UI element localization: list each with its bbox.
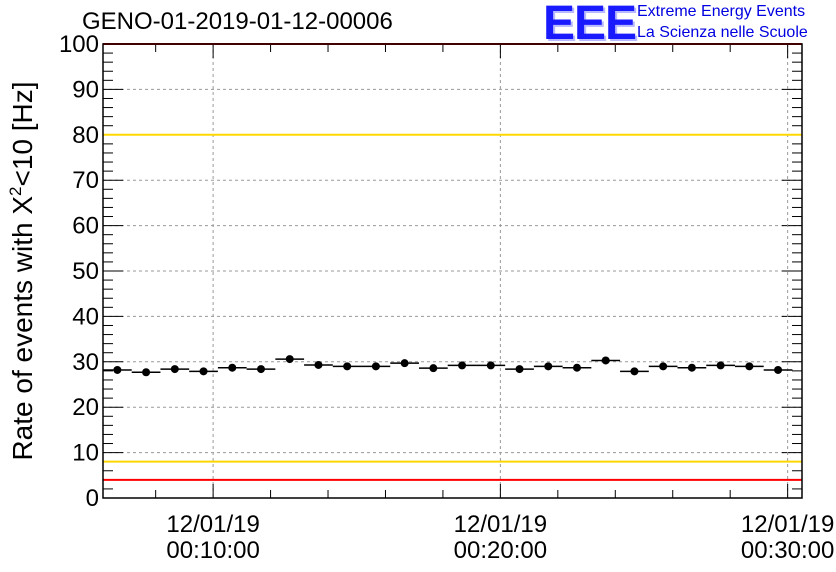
plot-frame	[102, 43, 803, 499]
y-tick-label: 70	[72, 167, 99, 194]
data-point	[774, 365, 783, 374]
data-point	[170, 365, 179, 374]
y-axis-label: Rate of events with X2<10 [Hz]	[6, 81, 38, 460]
x-tick-label-time: 00:30:00	[741, 537, 834, 564]
y-tick-label: 100	[59, 31, 99, 58]
data-point	[716, 361, 725, 370]
data-point	[142, 368, 151, 377]
y-tick-label: 40	[72, 303, 99, 330]
data-point	[630, 367, 639, 376]
data-point	[544, 362, 553, 371]
data-point	[256, 365, 265, 374]
y-tick-label: 30	[72, 349, 99, 376]
data-point	[113, 365, 122, 374]
y-axis-label-rest: <10 [Hz]	[7, 81, 38, 186]
data-point	[745, 362, 754, 371]
logo-line-1: Extreme Energy Events	[637, 3, 806, 20]
y-tick-label: 90	[72, 76, 99, 103]
y-tick-label: 80	[72, 122, 99, 149]
x-tick-label-time: 00:20:00	[454, 537, 547, 564]
y-axis-label-superscript: 2	[6, 187, 25, 196]
data-point	[659, 362, 668, 371]
data-point	[687, 363, 696, 372]
data-point	[343, 362, 352, 371]
data-point	[458, 361, 467, 370]
chart-title: GENO-01-2019-01-12-00006	[82, 8, 393, 35]
x-tick-label-date: 12/01/19	[166, 511, 259, 538]
data-point	[199, 367, 208, 376]
y-axis-label-main: Rate of events with X	[7, 196, 38, 461]
data-point	[429, 364, 438, 373]
y-tick-label: 50	[72, 258, 99, 285]
data-point	[314, 360, 323, 369]
data-point	[228, 363, 237, 372]
logo-line-2: La Scienza nelle Scuole	[637, 24, 808, 41]
x-tick-label-date: 12/01/19	[741, 511, 834, 538]
x-tick-label-time: 00:10:00	[166, 537, 259, 564]
y-tick-label: 0	[86, 485, 99, 512]
data-point	[601, 356, 610, 365]
y-tick-label: 10	[72, 440, 99, 467]
logo-mark: EEE	[543, 0, 637, 50]
data-point	[515, 365, 524, 374]
y-tick-label: 60	[72, 213, 99, 240]
y-tick-label: 20	[72, 394, 99, 421]
data-point	[486, 361, 495, 370]
data-point	[400, 359, 409, 368]
data-point	[371, 362, 380, 371]
data-point	[572, 363, 581, 372]
x-tick-label-date: 12/01/19	[454, 511, 547, 538]
data-point	[285, 355, 294, 364]
eee-logo: EEE Extreme Energy Events La Scienza nel…	[543, 0, 833, 48]
